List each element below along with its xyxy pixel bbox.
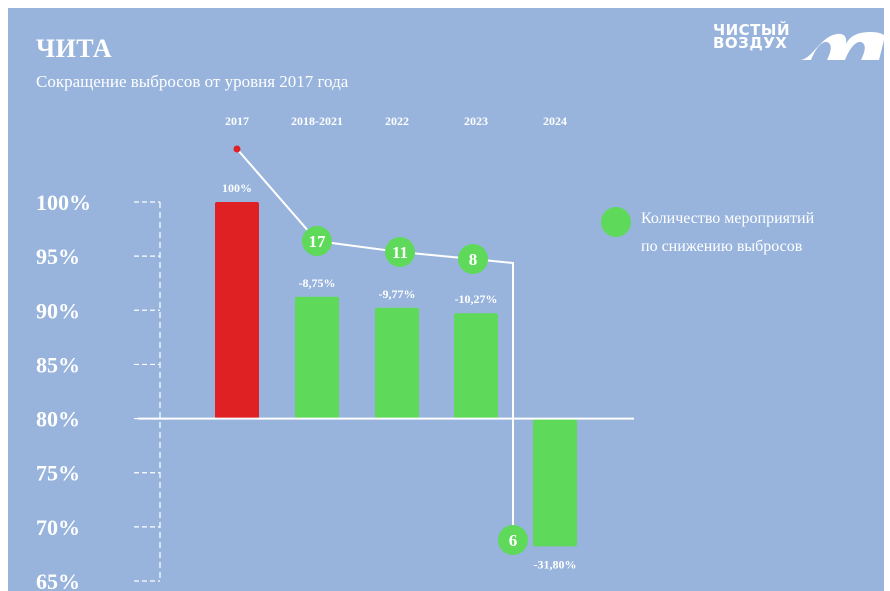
y-tick-label: 65% xyxy=(36,569,80,591)
labels: 100% 2017 -8,75% 2018-2021 -9,77% 2022 -10,27%… xyxy=(222,114,577,571)
category-label: 2017 xyxy=(225,114,249,128)
y-tick-label: 70% xyxy=(36,515,80,540)
measures-count-label: 8 xyxy=(469,250,478,269)
city-title: ЧИТА xyxy=(36,34,113,63)
bar xyxy=(295,296,339,419)
logo-line-1: ЧИСТЫЙ xyxy=(713,21,791,39)
bar xyxy=(454,313,498,419)
logo: ЧИСТЫЙ ВОЗДУХ xyxy=(713,21,888,64)
bars xyxy=(215,202,577,547)
bar-value-label: -10,27% xyxy=(455,292,498,306)
y-tick-label: 75% xyxy=(36,461,80,486)
category-label: 2018-2021 xyxy=(291,114,343,128)
bar-value-label: -8,75% xyxy=(299,276,336,290)
y-tick-label: 80% xyxy=(36,407,80,432)
legend-marker xyxy=(601,207,631,237)
logo-text: ЧИСТЫЙ ВОЗДУХ xyxy=(713,21,791,52)
legend-line-2: по снижению выбросов xyxy=(641,238,803,255)
bar-value-label: -31,80% xyxy=(534,557,577,571)
logo-line-2: ВОЗДУХ xyxy=(713,34,788,52)
category-label: 2024 xyxy=(543,114,567,128)
measures-series: 17 11 8 6 xyxy=(233,145,528,555)
chart-subtitle: Сокращение выбросов от уровня 2017 года xyxy=(36,72,349,91)
y-tick-label: 100% xyxy=(36,190,91,215)
measures-marker xyxy=(498,525,528,555)
y-tick-label: 90% xyxy=(36,298,80,323)
start-point xyxy=(233,145,241,153)
legend-label: Количество мероприятий по снижению выбро… xyxy=(641,205,886,261)
category-label: 2023 xyxy=(464,114,488,128)
bar xyxy=(375,307,419,419)
measures-line xyxy=(236,148,514,540)
legend-line-1: Количество мероприятий xyxy=(641,210,815,227)
measures-count-label: 11 xyxy=(392,243,408,262)
y-axis: 100% 95% 90% 85% 80% 75% 70% 65% xyxy=(36,190,161,591)
y-tick-label: 95% xyxy=(36,244,80,269)
measures-marker xyxy=(458,244,488,274)
chistyy-vozdukh-logo-icon xyxy=(801,32,885,60)
measures-count-label: 6 xyxy=(509,531,518,550)
bar xyxy=(533,418,577,547)
bar-value-label: -9,77% xyxy=(379,287,416,301)
y-tick-label: 85% xyxy=(36,352,80,377)
measures-marker xyxy=(385,237,415,267)
measures-marker xyxy=(302,226,332,256)
bar xyxy=(215,202,259,419)
chart-panel xyxy=(8,8,884,591)
measures-count-label: 17 xyxy=(309,232,327,251)
bar-value-label: 100% xyxy=(222,181,252,195)
category-label: 2022 xyxy=(385,114,409,128)
